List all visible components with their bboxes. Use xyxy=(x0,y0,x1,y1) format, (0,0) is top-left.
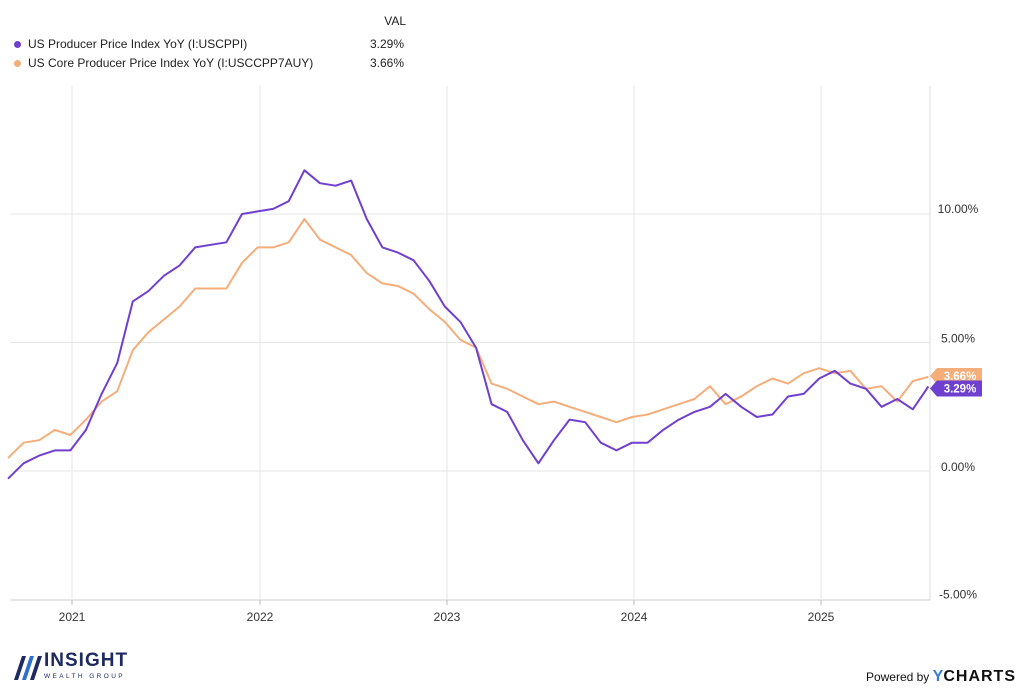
series-dot-icon xyxy=(14,41,21,48)
legend-item-ppi[interactable]: US Producer Price Index YoY (I:USCPPI) 3… xyxy=(14,37,404,53)
logo-tagline: WEALTH GROUP xyxy=(44,673,126,680)
ycharts-y: Y xyxy=(932,668,944,685)
logo-text: INSIGHT xyxy=(44,650,129,671)
legend-label: US Core Producer Price Index YoY (I:USCC… xyxy=(28,56,314,70)
powered-by-ycharts[interactable]: Powered by YCHARTS xyxy=(866,668,1016,686)
end-label-ppi: 3.29% xyxy=(930,380,982,397)
y-tick-label: 5.00% xyxy=(941,332,975,346)
svg-text:3.66%: 3.66% xyxy=(944,371,977,383)
powered-by-text: Powered by xyxy=(865,670,930,684)
x-tick-label: 2022 xyxy=(247,610,274,624)
y-tick-label: -5.00% xyxy=(939,588,977,602)
logo-mark-icon xyxy=(14,656,42,680)
ycharts-name: CHARTS xyxy=(943,668,1016,685)
y-tick-label: 0.00% xyxy=(941,460,975,474)
series-line-ppi xyxy=(7,169,930,480)
legend-value-header: VAL xyxy=(384,14,406,28)
end-label-core-ppi: 3.66% xyxy=(930,367,982,384)
legend-value: 3.66% xyxy=(369,56,404,70)
x-tick-label: 2025 xyxy=(808,610,835,624)
series-line-core-ppi xyxy=(7,218,929,459)
x-tick-label: 2023 xyxy=(434,610,461,624)
series-dot-icon xyxy=(14,60,21,67)
y-tick-label: 10.00% xyxy=(938,202,979,216)
legend-item-core-ppi[interactable]: US Core Producer Price Index YoY (I:USCC… xyxy=(14,56,404,72)
legend-value: 3.29% xyxy=(369,37,404,51)
legend-label: US Producer Price Index YoY (I:USCPPI) xyxy=(28,37,248,51)
svg-text:3.29%: 3.29% xyxy=(944,383,977,395)
insight-logo: INSIGHT WEALTH GROUP xyxy=(12,650,142,686)
x-tick-label: 2021 xyxy=(59,610,86,624)
x-tick-label: 2024 xyxy=(621,610,648,624)
